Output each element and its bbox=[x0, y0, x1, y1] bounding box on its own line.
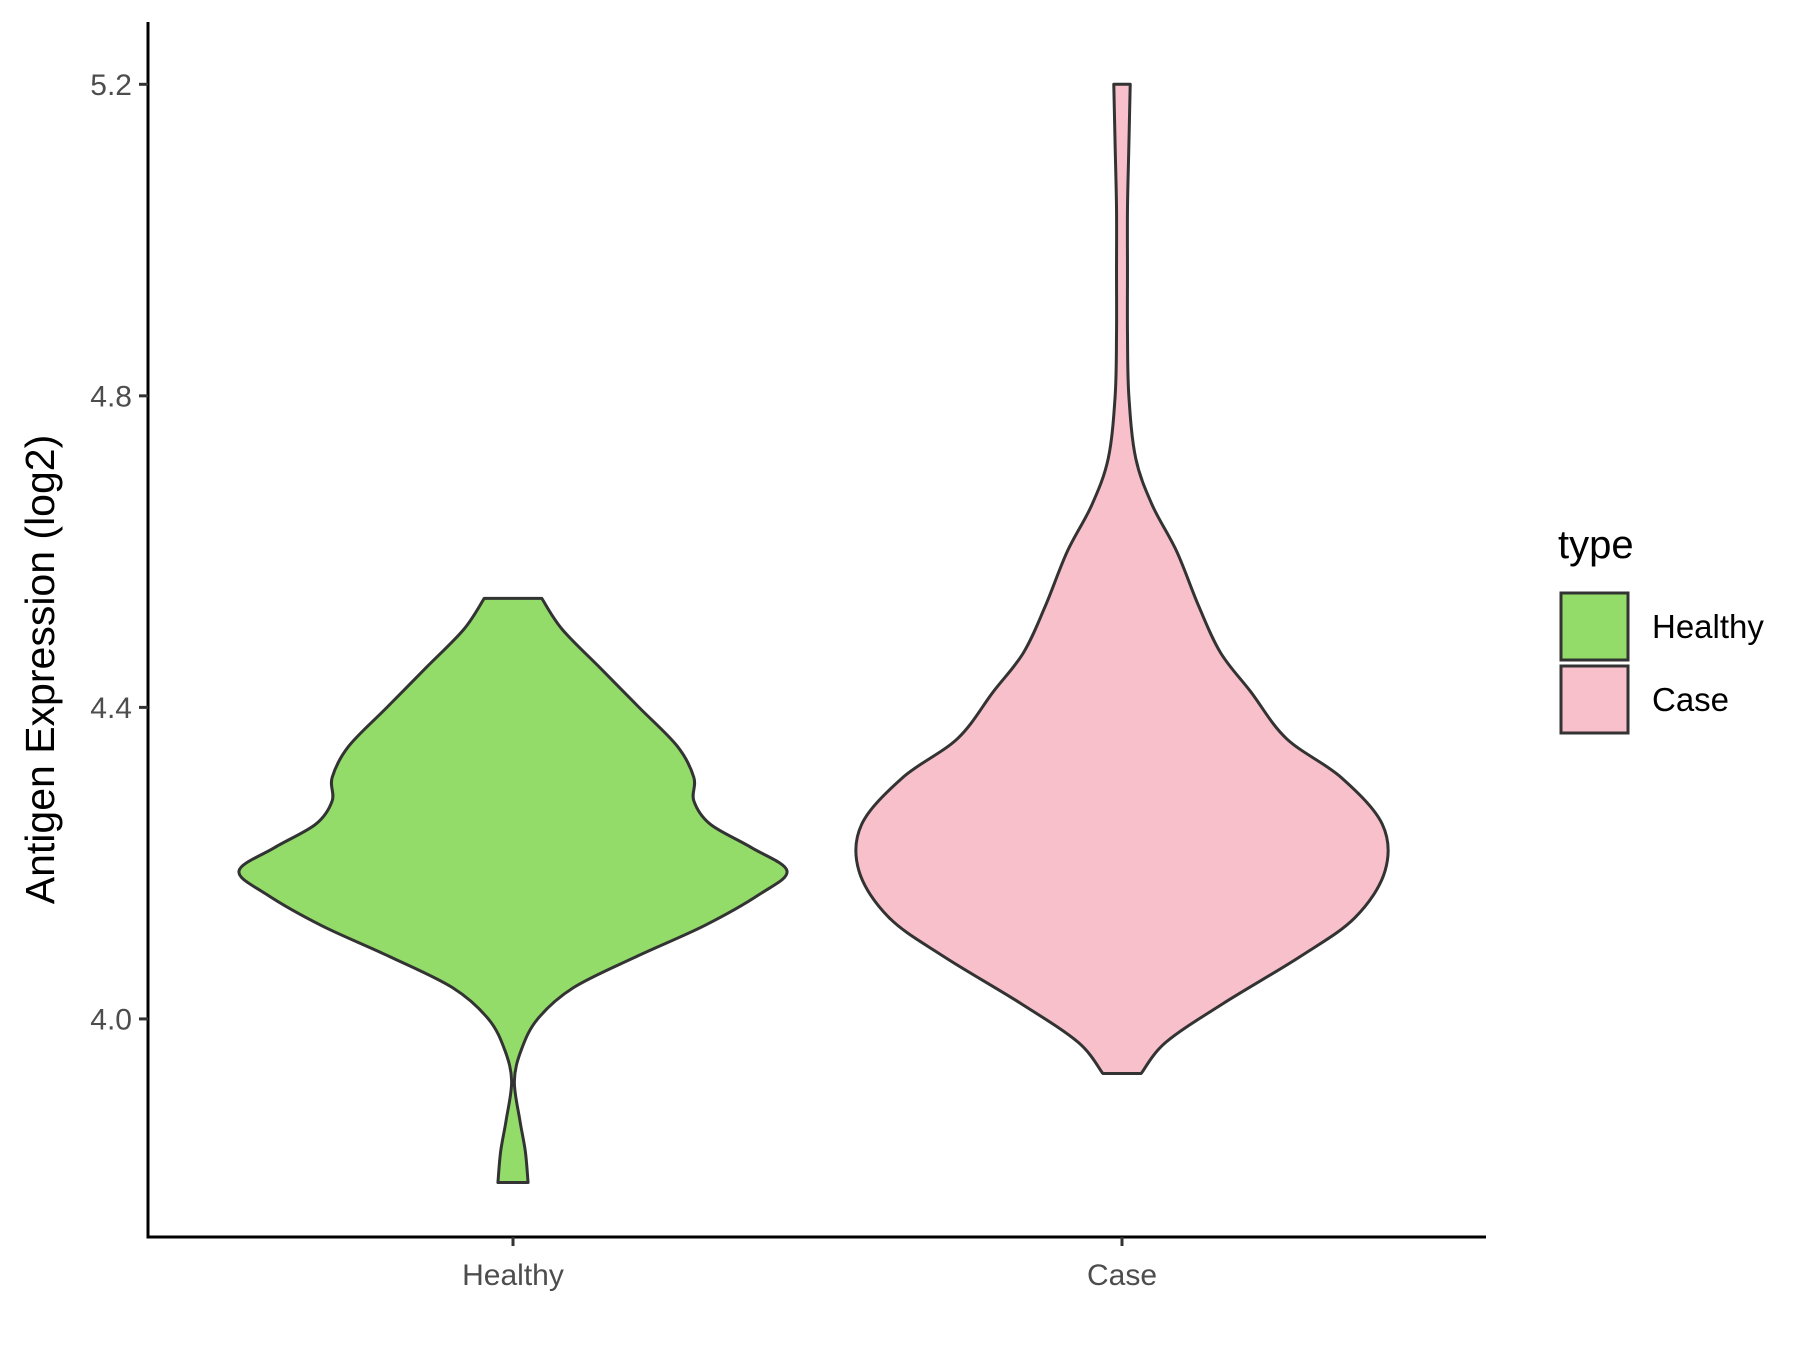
y-tick-label: 4.0 bbox=[90, 1003, 132, 1036]
x-axis: Healthy Case bbox=[146, 1235, 1486, 1292]
legend-key-healthy bbox=[1559, 591, 1630, 662]
legend: type Healthy Case bbox=[1558, 523, 1764, 735]
legend-title: type bbox=[1558, 523, 1634, 567]
x-tick-label-case: Case bbox=[1087, 1259, 1157, 1292]
x-tick-label-healthy: Healthy bbox=[462, 1259, 564, 1292]
y-tick-label: 4.4 bbox=[90, 692, 132, 725]
y-axis-title: Antigen Expression (log2) bbox=[17, 435, 63, 904]
violin-case bbox=[854, 82, 1390, 1075]
y-axis: 4.0 4.4 4.8 5.2 bbox=[90, 22, 150, 1239]
y-tick-label: 5.2 bbox=[90, 69, 132, 102]
y-tick-label: 4.8 bbox=[90, 380, 132, 413]
violin-layer bbox=[237, 82, 1390, 1184]
violin-healthy bbox=[237, 596, 789, 1184]
legend-label-healthy: Healthy bbox=[1652, 608, 1764, 645]
legend-key-case bbox=[1559, 664, 1630, 735]
legend-label-case: Case bbox=[1652, 681, 1729, 718]
